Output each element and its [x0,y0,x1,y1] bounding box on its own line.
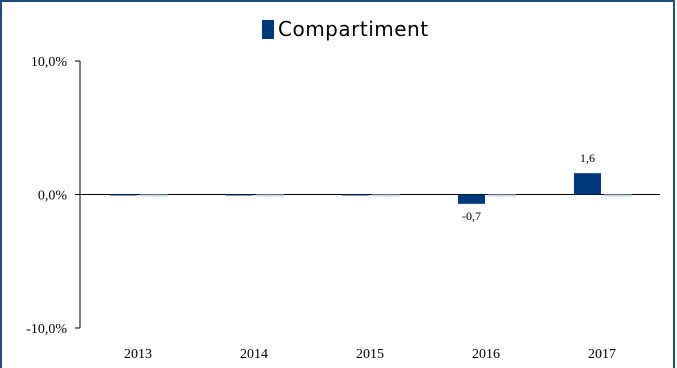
chart-legend: Compartiment [262,19,429,39]
data-label: -0,7 [462,209,481,223]
x-tick-label: 2014 [240,347,268,362]
bar [458,194,485,204]
data-label: 1,6 [580,151,595,165]
y-tick-label: 0,0% [38,189,68,204]
x-tick-label: 2013 [124,347,152,362]
bar [574,173,601,195]
y-tick-label: 10,0% [31,55,68,70]
y-tick-label: -10,0% [26,322,67,337]
x-tick-label: 2015 [356,347,384,362]
legend-swatch [262,19,274,39]
bar [226,194,253,196]
x-tick-label: 2017 [588,347,616,362]
x-tick-label: 2016 [472,347,500,362]
legend-label: Compartiment [278,17,429,41]
bar [110,194,137,196]
bar [342,194,369,196]
